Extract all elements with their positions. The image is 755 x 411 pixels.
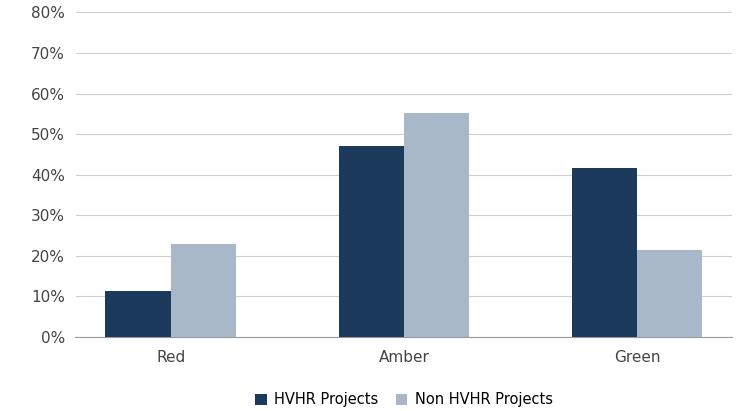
Legend: HVHR Projects, Non HVHR Projects: HVHR Projects, Non HVHR Projects xyxy=(249,386,559,411)
Bar xyxy=(338,146,404,337)
Bar xyxy=(106,291,171,337)
Bar xyxy=(404,113,470,337)
Bar xyxy=(171,245,236,337)
Bar xyxy=(637,250,702,337)
Bar xyxy=(572,168,637,337)
